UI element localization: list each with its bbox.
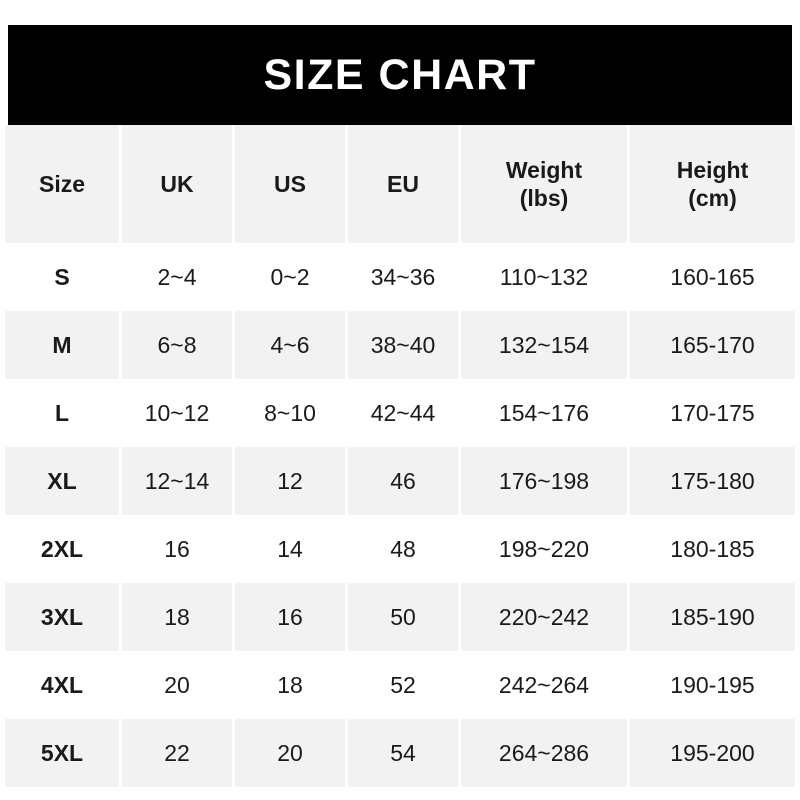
cell-weight-lbs: 110~132 — [461, 243, 630, 311]
cell-weight-lbs: 176~198 — [461, 447, 630, 515]
cell-uk: 2~4 — [122, 243, 235, 311]
cell-size: 3XL — [5, 583, 122, 651]
size-chart-table: Size UK US EU Weight (lbs) Height (cm) — [5, 125, 795, 787]
cell-height-cm: 165-170 — [630, 311, 795, 379]
cell-us: 4~6 — [235, 311, 348, 379]
column-header-size: Size — [5, 125, 122, 243]
cell-weight-lbs: 132~154 — [461, 311, 630, 379]
cell-height-cm: 185-190 — [630, 583, 795, 651]
cell-weight-lbs: 220~242 — [461, 583, 630, 651]
cell-size: L — [5, 379, 122, 447]
cell-height-cm: 190-195 — [630, 651, 795, 719]
cell-height-cm: 195-200 — [630, 719, 795, 787]
column-header-height-line1: Height — [676, 156, 749, 183]
cell-size: M — [5, 311, 122, 379]
cell-weight-lbs: 242~264 — [461, 651, 630, 719]
cell-height-cm: 175-180 — [630, 447, 795, 515]
table-row: 2XL 16 14 48 198~220 180-185 — [5, 515, 795, 583]
cell-eu: 42~44 — [348, 379, 461, 447]
cell-size: 4XL — [5, 651, 122, 719]
cell-height-cm: 160-165 — [630, 243, 795, 311]
cell-uk: 6~8 — [122, 311, 235, 379]
cell-eu: 34~36 — [348, 243, 461, 311]
column-header-weight: Weight (lbs) — [461, 125, 630, 243]
page-title: SIZE CHART — [263, 50, 537, 99]
cell-us: 16 — [235, 583, 348, 651]
cell-eu: 38~40 — [348, 311, 461, 379]
table-header: Size UK US EU Weight (lbs) Height (cm) — [5, 125, 795, 243]
cell-uk: 18 — [122, 583, 235, 651]
cell-height-cm: 170-175 — [630, 379, 795, 447]
column-header-uk: UK — [122, 125, 235, 243]
cell-uk: 10~12 — [122, 379, 235, 447]
table-row: 3XL 18 16 50 220~242 185-190 — [5, 583, 795, 651]
cell-us: 18 — [235, 651, 348, 719]
table-body: S 2~4 0~2 34~36 110~132 160-165 M 6~8 4~… — [5, 243, 795, 787]
table-header-row: Size UK US EU Weight (lbs) Height (cm) — [5, 125, 795, 243]
column-header-weight-line1: Weight — [505, 156, 583, 183]
cell-weight-lbs: 154~176 — [461, 379, 630, 447]
cell-eu: 46 — [348, 447, 461, 515]
cell-eu: 50 — [348, 583, 461, 651]
table-row: 5XL 22 20 54 264~286 195-200 — [5, 719, 795, 787]
cell-us: 14 — [235, 515, 348, 583]
title-banner: SIZE CHART — [8, 25, 792, 125]
cell-us: 8~10 — [235, 379, 348, 447]
column-header-us-line1: US — [274, 170, 306, 197]
cell-weight-lbs: 198~220 — [461, 515, 630, 583]
column-header-height: Height (cm) — [630, 125, 795, 243]
cell-uk: 20 — [122, 651, 235, 719]
cell-us: 12 — [235, 447, 348, 515]
cell-uk: 16 — [122, 515, 235, 583]
column-header-eu: EU — [348, 125, 461, 243]
cell-size: XL — [5, 447, 122, 515]
cell-us: 20 — [235, 719, 348, 787]
cell-eu: 48 — [348, 515, 461, 583]
table-row: M 6~8 4~6 38~40 132~154 165-170 — [5, 311, 795, 379]
cell-us: 0~2 — [235, 243, 348, 311]
table-row: XL 12~14 12 46 176~198 175-180 — [5, 447, 795, 515]
table-row: S 2~4 0~2 34~36 110~132 160-165 — [5, 243, 795, 311]
column-header-uk-line1: UK — [160, 170, 194, 197]
cell-eu: 54 — [348, 719, 461, 787]
cell-uk: 12~14 — [122, 447, 235, 515]
cell-size: S — [5, 243, 122, 311]
column-header-height-line2: (cm) — [688, 185, 737, 211]
cell-uk: 22 — [122, 719, 235, 787]
column-header-eu-line1: EU — [387, 170, 419, 197]
cell-weight-lbs: 264~286 — [461, 719, 630, 787]
column-header-size-line1: Size — [38, 170, 86, 197]
cell-eu: 52 — [348, 651, 461, 719]
table-row: 4XL 20 18 52 242~264 190-195 — [5, 651, 795, 719]
column-header-weight-line2: (lbs) — [519, 185, 569, 211]
column-header-us: US — [235, 125, 348, 243]
table-row: L 10~12 8~10 42~44 154~176 170-175 — [5, 379, 795, 447]
cell-height-cm: 180-185 — [630, 515, 795, 583]
cell-size: 5XL — [5, 719, 122, 787]
cell-size: 2XL — [5, 515, 122, 583]
